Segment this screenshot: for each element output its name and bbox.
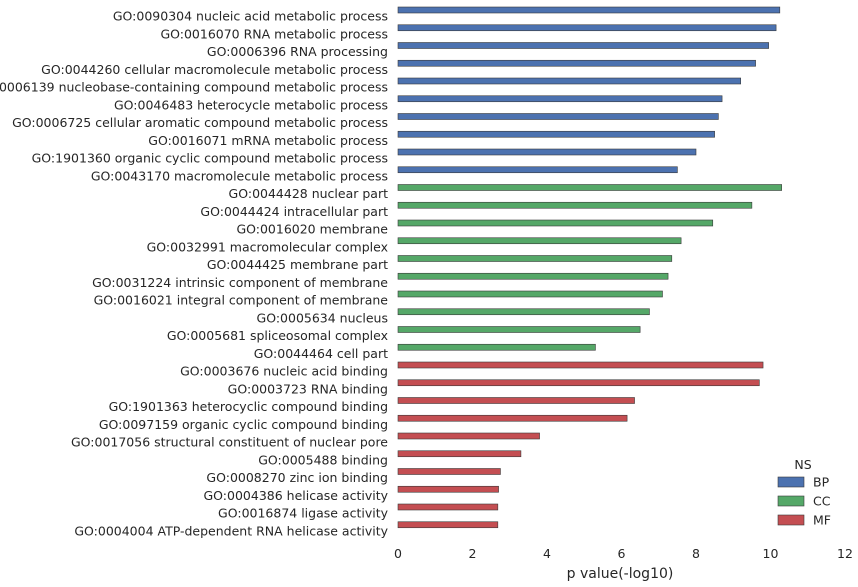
category-label: GO:0017056 structural constituent of nuc…	[71, 435, 388, 450]
category-label: GO:0097159 organic cyclic compound bindi…	[99, 417, 388, 432]
category-labels-layer: GO:0090304 nucleic acid metabolic proces…	[0, 9, 389, 539]
category-label: GO:0044424 intracellular part	[200, 204, 388, 219]
legend: NS BP CC MF	[777, 457, 831, 528]
category-label: GO:0016021 integral component of membran…	[94, 293, 389, 308]
bar-mf	[397, 503, 499, 511]
bar-bp	[397, 59, 756, 67]
category-label: GO:0008270 zinc ion binding	[206, 470, 388, 485]
x-tick-label: 4	[543, 546, 551, 561]
category-label: GO:0005681 spliceosomal complex	[167, 328, 388, 343]
category-label: GO:0044260 cellular macromolecule metabo…	[41, 62, 388, 77]
x-tick-label: 8	[692, 546, 700, 561]
legend-label-mf: MF	[813, 513, 831, 528]
category-label: GO:0016020 membrane	[236, 222, 388, 237]
bar-mf	[397, 379, 760, 387]
bar-bp	[397, 113, 719, 120]
bar-mf	[397, 414, 628, 422]
bar-cc	[397, 201, 753, 209]
bar-bp	[397, 6, 781, 14]
category-label: GO:0005488 binding	[258, 452, 388, 467]
category-label: GO:0016070 RNA metabolic process	[160, 26, 388, 41]
legend-swatch-cc	[777, 495, 805, 507]
bar-mf	[397, 521, 499, 529]
category-label: GO:1901360 organic cyclic compound metab…	[32, 151, 388, 166]
bar-mf	[397, 432, 540, 440]
bar-cc	[397, 184, 782, 191]
bar-cc	[397, 290, 663, 298]
bar-cc	[397, 326, 641, 333]
bar-bp	[397, 42, 769, 49]
category-label: GO:0004386 helicase activity	[203, 488, 388, 503]
category-label: GO:0031224 intrinsic component of membra…	[92, 275, 388, 290]
category-label: GO:0043170 macromolecule metabolic proce…	[91, 168, 388, 183]
legend-swatch-mf	[777, 514, 805, 526]
category-label: GO:0044428 nuclear part	[229, 186, 389, 201]
legend-label-bp: BP	[813, 475, 830, 490]
bar-cc	[397, 272, 669, 280]
bar-mf	[397, 397, 635, 404]
x-axis: 0 2 4 6 8 10 12	[394, 546, 853, 561]
x-tick-label: 2	[469, 546, 477, 561]
legend-label-cc: CC	[813, 494, 831, 509]
x-tick-label: 10	[763, 546, 779, 561]
bar-cc	[397, 343, 596, 351]
category-label: GO:0006725 cellular aromatic compound me…	[12, 115, 388, 130]
legend-swatch-bp	[777, 476, 805, 488]
category-label: GO:0090304 nucleic acid metabolic proces…	[113, 9, 388, 24]
category-label: GO:0003676 nucleic acid binding	[180, 364, 388, 379]
bar-bp	[397, 148, 697, 156]
bar-cc	[397, 219, 714, 227]
bars-layer	[397, 6, 782, 529]
category-label: GO:0005634 nucleus	[257, 310, 388, 325]
category-label: GO:0016874 ligase activity	[218, 506, 389, 521]
category-label: GO:0032991 macromolecular complex	[147, 239, 388, 254]
category-label: GO:1901363 heterocyclic compound binding	[109, 399, 388, 414]
category-label: GO:0044425 membrane part	[207, 257, 388, 272]
category-label: GO:0003723 RNA binding	[228, 381, 388, 396]
category-label: GO:0004004 ATP-dependent RNA helicase ac…	[74, 523, 388, 538]
legend-title: NS	[794, 457, 811, 472]
x-axis-title: p value(-log10)	[567, 566, 674, 582]
x-tick-label: 0	[394, 546, 402, 561]
x-tick-label: 6	[618, 546, 626, 561]
bar-mf	[397, 468, 501, 475]
category-label: GO:0006139 nucleobase-containing compoun…	[0, 80, 388, 95]
category-label: GO:0046483 heterocycle metabolic process	[114, 97, 388, 112]
bar-mf	[397, 485, 499, 493]
bar-cc	[397, 237, 682, 245]
bar-bp	[397, 77, 742, 85]
category-label: GO:0044464 cell part	[254, 346, 388, 361]
bar-mf	[397, 450, 522, 458]
bar-bp	[397, 24, 777, 32]
category-label: GO:0016071 mRNA metabolic process	[148, 133, 388, 148]
bar-cc	[397, 308, 650, 316]
bar-bp	[397, 95, 723, 103]
bar-mf	[397, 361, 764, 369]
x-tick-label: 12	[837, 546, 853, 561]
bar-cc	[397, 255, 673, 262]
bar-bp	[397, 130, 715, 138]
category-label: GO:0006396 RNA processing	[207, 44, 388, 59]
bar-bp	[397, 166, 678, 174]
